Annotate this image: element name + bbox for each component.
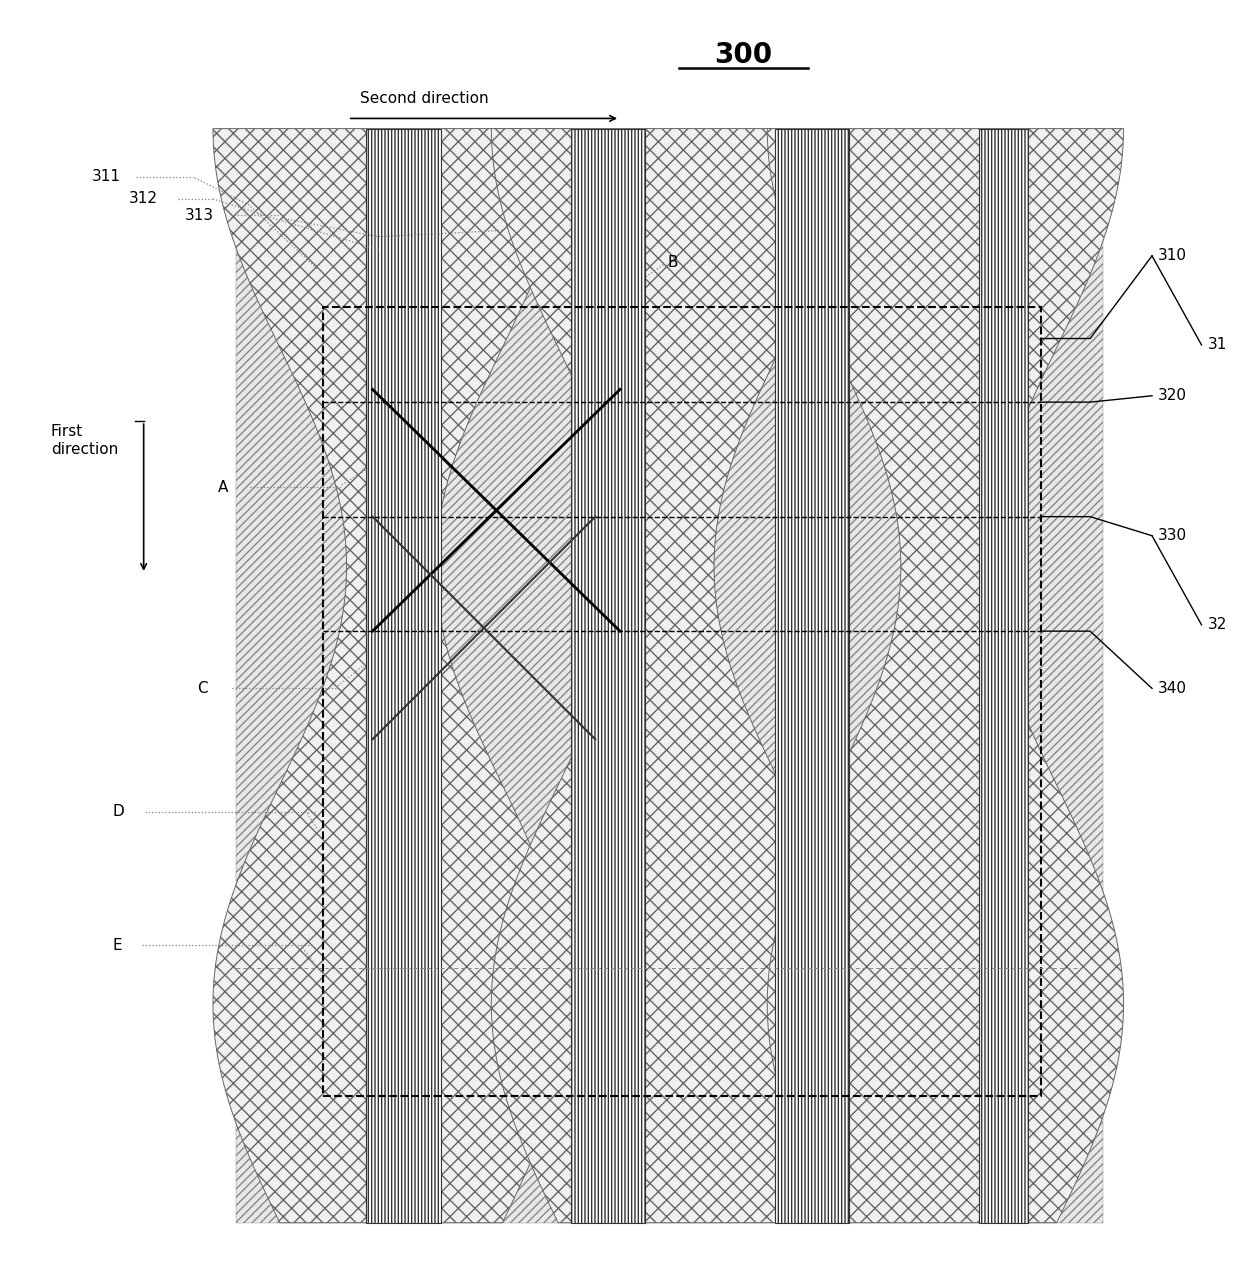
Text: E: E	[113, 938, 123, 952]
Bar	[324, 307, 1040, 1095]
Text: First
direction: First direction	[51, 425, 118, 456]
Bar	[237, 129, 1102, 1223]
Text: A: A	[218, 479, 228, 495]
Bar	[775, 129, 849, 1223]
Text: 310: 310	[1158, 249, 1187, 264]
Bar	[237, 129, 1102, 1223]
Bar	[978, 129, 1028, 1223]
Polygon shape	[213, 129, 569, 1223]
Text: Second direction: Second direction	[360, 91, 489, 106]
Bar	[366, 129, 440, 1223]
Bar	[570, 129, 645, 1223]
Text: C: C	[197, 681, 207, 696]
Text: D: D	[113, 805, 124, 820]
Text: 340: 340	[1158, 681, 1187, 696]
Text: 311: 311	[92, 170, 120, 185]
Polygon shape	[491, 129, 848, 1223]
Text: 320: 320	[1158, 389, 1187, 403]
Text: 300: 300	[714, 41, 773, 69]
Text: B: B	[667, 255, 677, 270]
Text: 312: 312	[129, 191, 157, 207]
Text: 31: 31	[1208, 338, 1228, 352]
Polygon shape	[768, 129, 1123, 1223]
Text: 32: 32	[1208, 617, 1228, 632]
Text: 313: 313	[185, 208, 213, 223]
Text: 330: 330	[1158, 528, 1188, 543]
